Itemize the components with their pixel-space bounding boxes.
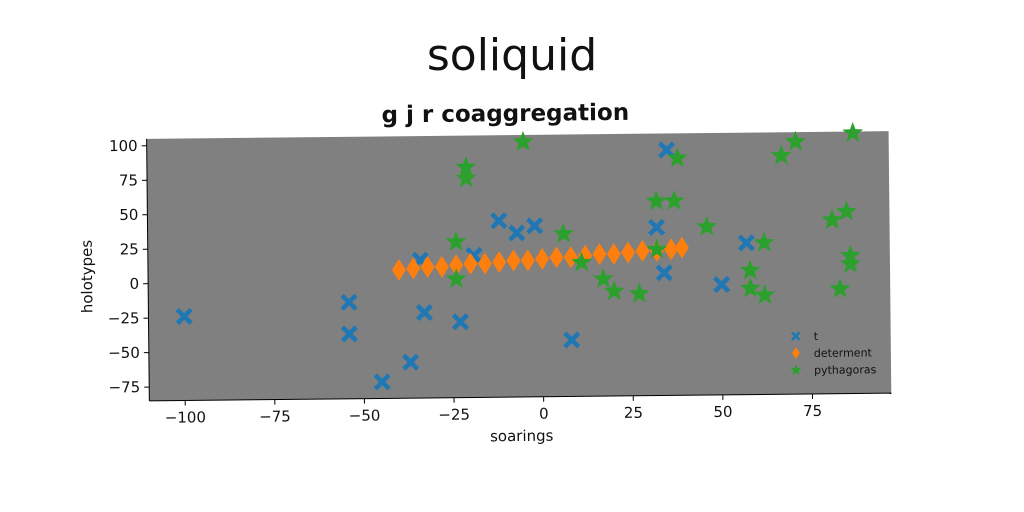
t-point-2	[340, 325, 358, 343]
legend-label-pythagoras: pythagoras	[814, 363, 877, 377]
t-point-5	[415, 303, 433, 322]
y-tick-label: 100	[109, 137, 138, 155]
figure-title: soliquid	[426, 30, 598, 81]
pythagoras-point-3	[455, 167, 477, 188]
x-tick-label: −100	[165, 408, 206, 426]
t-point-3	[373, 373, 391, 391]
pythagoras-point-19	[770, 144, 792, 165]
pythagoras-point-13	[666, 147, 688, 168]
pythagoras-point-0	[445, 230, 467, 251]
determent-point-1	[406, 257, 421, 280]
pythagoras-point-6	[571, 251, 593, 272]
y-tick-label: 0	[129, 275, 139, 293]
determent-point-10	[535, 247, 550, 270]
legend-marker-t	[790, 331, 801, 341]
t-point-12	[563, 331, 581, 349]
determent-point-17	[635, 239, 650, 262]
determent-point-9	[520, 249, 535, 272]
x-tick-label: 0	[539, 405, 549, 423]
y-tick-label: 25	[120, 240, 139, 258]
t-point-13	[648, 218, 666, 236]
x-tick-label: 25	[624, 404, 643, 422]
t-point-6	[451, 313, 469, 331]
y-tick-label: −75	[108, 378, 140, 396]
y-tick-label: 75	[119, 171, 138, 189]
determent-point-16	[621, 241, 636, 264]
x-tick-label: 75	[803, 402, 822, 420]
legend-label-t: t	[814, 330, 819, 343]
t-point-1	[340, 293, 358, 311]
t-point-17	[737, 234, 755, 252]
y-tick-label: −50	[108, 344, 140, 362]
pythagoras-point-10	[645, 190, 667, 211]
pythagoras-point-18	[754, 284, 776, 305]
pythagoras-point-7	[592, 267, 614, 288]
determent-point-14	[592, 243, 607, 266]
pythagoras-point-11	[646, 238, 668, 259]
pythagoras-point-1	[445, 268, 467, 289]
legend: t determent pythagoras	[790, 330, 877, 377]
pythagoras-point-26	[842, 121, 864, 142]
determent-point-0	[391, 259, 406, 282]
pythagoras-point-23	[835, 200, 857, 221]
x-tick-label: −75	[259, 407, 291, 425]
pythagoras-point-2	[455, 156, 477, 177]
determent-point-11	[549, 246, 564, 269]
pythagoras-point-9	[628, 282, 650, 303]
determent-point-20	[674, 236, 689, 259]
pythagoras-point-17	[753, 231, 775, 252]
pythagoras-point-14	[696, 215, 718, 236]
x-tick-label: −50	[349, 406, 381, 424]
pythagoras-point-4	[512, 130, 534, 151]
t-point-15	[655, 264, 673, 282]
t-point-16	[713, 276, 731, 294]
pythagoras-point-16	[739, 277, 761, 298]
pythagoras-point-15	[739, 259, 761, 280]
determent-point-4	[449, 254, 464, 277]
pythagoras-point-12	[663, 189, 685, 210]
chart-title: g j r coaggregation	[381, 100, 629, 129]
axes: g j r coaggregation −100 −75 −50 −25 0 25 50 75…	[78, 100, 892, 446]
pythagoras-point-8	[603, 280, 625, 301]
y-tick-label: −25	[108, 309, 140, 327]
legend-marker-pythagoras	[790, 364, 802, 376]
x-tick-label: −25	[438, 406, 470, 424]
determent-point-12	[563, 246, 578, 269]
t-point-0	[175, 307, 193, 325]
legend-marker-determent	[792, 347, 800, 360]
determent-point-19	[664, 238, 679, 261]
determent-point-3	[434, 255, 449, 278]
x-tick-label: 50	[713, 403, 732, 421]
t-point-9	[490, 212, 508, 230]
t-point-4	[402, 353, 420, 371]
pythagoras-point-22	[829, 277, 851, 298]
determent-point-6	[477, 252, 492, 275]
y-tick-label: 50	[119, 206, 138, 224]
pythagoras-point-20	[784, 130, 806, 151]
x-axis-label: soarings	[490, 427, 554, 446]
determent-point-2	[420, 255, 435, 278]
pythagoras-point-25	[840, 252, 861, 273]
determent-point-8	[506, 249, 521, 272]
determent-point-15	[606, 242, 621, 265]
t-point-10	[508, 224, 526, 242]
t-point-14	[657, 141, 676, 159]
plot-area	[146, 131, 892, 401]
t-point-11	[526, 217, 544, 235]
pythagoras-point-5	[552, 222, 574, 243]
x-axis: −100 −75 −50 −25 0 25 50 75	[149, 392, 892, 427]
data-marks	[175, 121, 864, 391]
determent-point-7	[492, 251, 507, 274]
pythagoras-point-21	[821, 209, 843, 229]
y-axis: −75 −50 −25 0 25 50 75 100	[108, 137, 150, 401]
y-axis-label: holotypes	[78, 240, 97, 314]
determent-point-5	[463, 252, 478, 275]
legend-label-determent: determent	[814, 346, 873, 360]
